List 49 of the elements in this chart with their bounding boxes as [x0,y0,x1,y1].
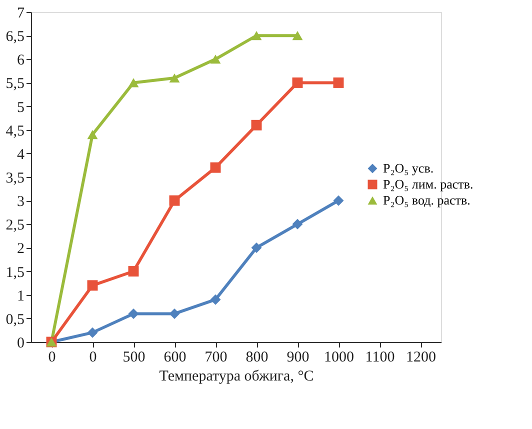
point [292,218,303,230]
x-tick-label: 800 [246,350,268,366]
point [210,54,221,64]
x-tick-label: 600 [164,350,186,366]
point [87,130,98,140]
point [169,195,180,206]
y-tick-label: 2,5 [6,218,24,234]
legend-label: P₂O₅ лим. раств. [383,176,474,192]
point [251,120,262,130]
y-tick-label: 2 [17,241,24,258]
y-tick-label: 1 [17,288,24,304]
legend-label: P₂O₅ вод. раств. [383,192,470,208]
x-tick-label: 0 [48,350,56,366]
point [210,162,221,173]
y-tick-label: 4 [17,146,25,163]
y-tick-label: 3,5 [6,170,24,186]
point [169,73,180,83]
point [333,77,344,88]
x-axis-title: Температура обжига, °C [159,368,314,384]
x-tick-label: 500 [122,350,146,366]
point [169,308,180,319]
y-tick-label: 5,5 [6,76,24,92]
point [210,294,221,305]
y-tick-label: 0,5 [6,312,24,328]
y-tick-label: 3 [17,194,24,210]
point [292,31,303,40]
point [128,308,139,319]
x-tick-label: 900 [286,350,310,366]
point [128,78,139,88]
x-tick-label: 700 [204,350,228,366]
y-tick-label: 1,5 [6,264,24,281]
legend-label: P₂O₅ усв. [383,160,434,176]
point [128,266,139,277]
point [292,77,303,88]
x-tick-label: 1000 [324,350,354,366]
point [87,327,98,338]
point [87,280,98,291]
y-tick-label: 6,5 [6,29,24,46]
y-tick-label: 6 [17,52,25,69]
x-tick-label: 0 [89,350,97,366]
point [251,242,262,253]
point [333,195,344,206]
y-tick-label: 5 [17,100,24,116]
y-tick-label: 7 [17,6,25,22]
x-tick-label: 1200 [406,350,436,366]
y-tick-label: 4,5 [6,123,24,140]
x-tick-label: 1100 [365,350,395,366]
y-tick-label: 0 [17,336,24,352]
point [251,31,262,40]
